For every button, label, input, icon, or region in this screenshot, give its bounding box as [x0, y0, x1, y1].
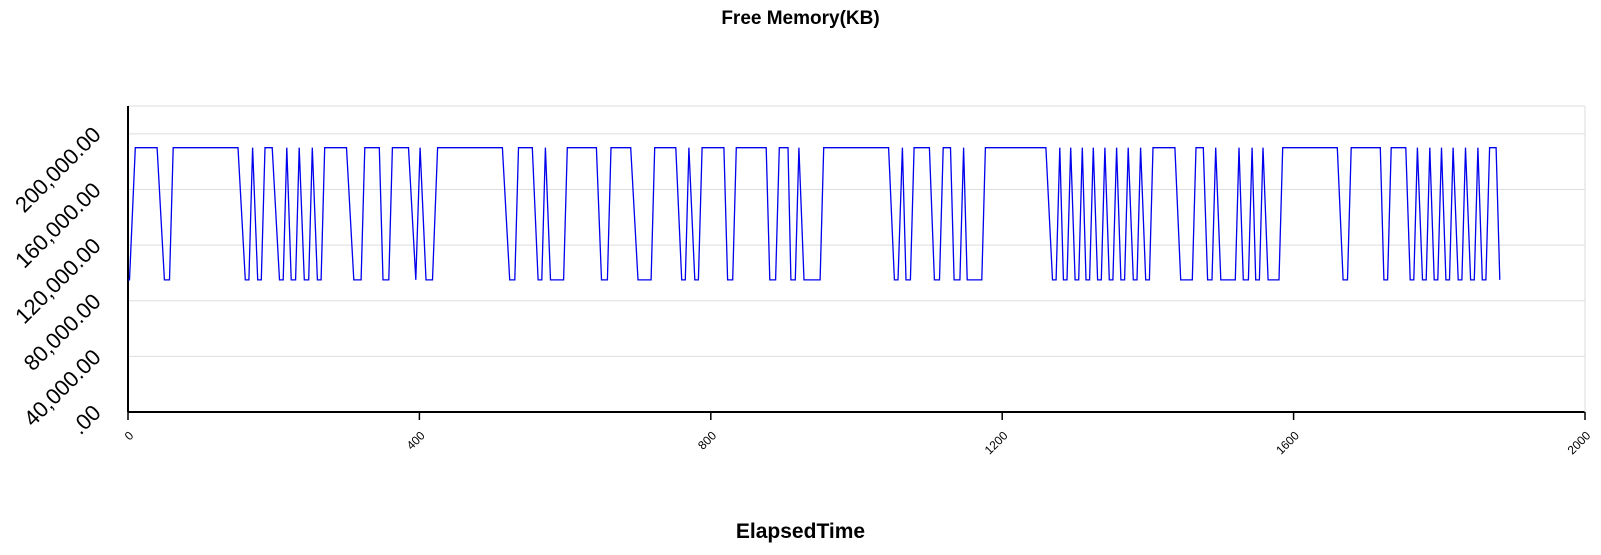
x-axis-title: ElapsedTime: [735, 520, 866, 543]
y-tick-label: .00: [66, 400, 105, 439]
series-group: [128, 147, 1501, 281]
chart-title: Free Memory(KB): [721, 8, 880, 29]
plot-frame: [127, 106, 1586, 413]
x-axis-ticks: 0 400 800 1200 1600 2000: [122, 412, 1594, 457]
y-axis-ticks: .0040,000.0080,000.00120,000.00160,000.0…: [10, 122, 106, 439]
x-tick-label: 400: [404, 428, 428, 452]
x-tick-label: 800: [695, 428, 719, 452]
x-tick-label: 1200: [982, 428, 1011, 457]
series-line: [128, 147, 1501, 281]
x-tick-label: 0: [122, 428, 137, 443]
x-tick-label: 1600: [1273, 428, 1302, 457]
grid-lines: [128, 105, 1585, 357]
x-tick-label: 2000: [1565, 428, 1594, 457]
